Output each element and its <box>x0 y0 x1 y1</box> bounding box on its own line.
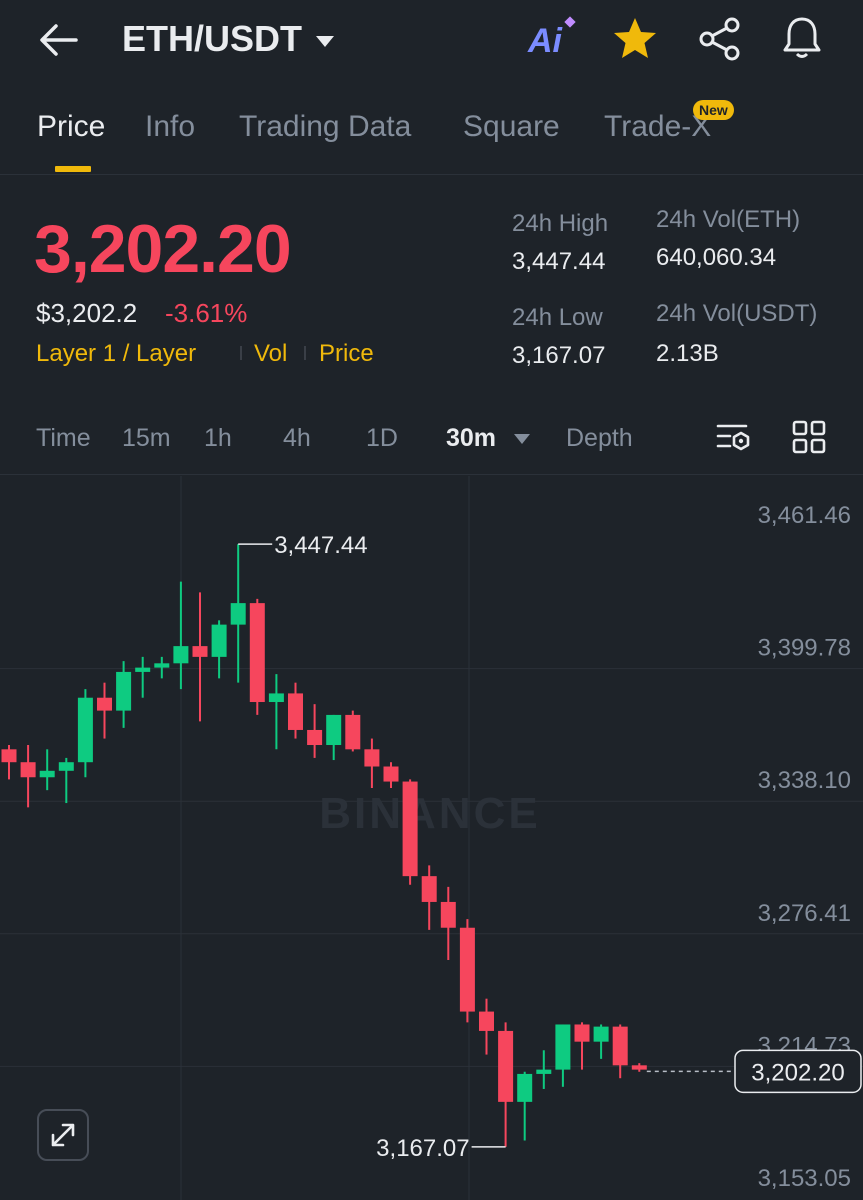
candle-body <box>517 1073 533 1102</box>
last-price-box <box>734 1049 862 1094</box>
candle-body <box>116 671 132 711</box>
layout-grid-icon[interactable] <box>792 420 826 459</box>
low-marker-label: 3,167.07 <box>376 1135 469 1162</box>
candle-body <box>612 1026 628 1066</box>
chevron-down-icon <box>316 35 334 47</box>
tab-price[interactable]: Price <box>37 110 106 143</box>
vol-quote-label: 24h Vol(USDT) <box>656 300 818 327</box>
candle-body <box>58 762 74 771</box>
low-value: 3,167.07 <box>512 342 606 369</box>
candle-body <box>345 714 361 750</box>
tab-bar: Price Info Trading Data Square Trade-X <box>0 100 863 175</box>
y-axis-tick-label: 3,399.78 <box>758 635 851 662</box>
usd-price: $3,202.2 <box>36 298 138 328</box>
candle-body <box>288 693 303 730</box>
expand-icon <box>51 1123 75 1147</box>
price-change-percent: -3.61% <box>165 298 248 328</box>
top-bar: ETH/USDT Ai <box>0 0 863 80</box>
share-icon[interactable] <box>697 16 743 67</box>
candlestick-chart[interactable]: 3,461.463,399.783,338.103,276.413,214.73… <box>0 476 863 1200</box>
tag-price[interactable]: Price <box>319 340 374 367</box>
indicator-settings-icon[interactable] <box>716 420 752 461</box>
timeframe-bar: Time 15m 1h 4h 1D 30m Depth <box>0 404 863 475</box>
tag-category[interactable]: Layer 1 / Layer <box>36 340 197 367</box>
candle-body <box>364 749 380 767</box>
watermark-text: BINANCE <box>319 789 540 838</box>
candle-body <box>536 1069 552 1074</box>
tab-trading-data[interactable]: Trading Data <box>239 110 412 143</box>
y-axis-tick-label: 3,461.46 <box>758 502 851 529</box>
tag-divider <box>240 346 242 360</box>
candle-body <box>211 624 227 657</box>
candle-body <box>20 762 36 778</box>
candle-body <box>249 603 265 703</box>
candle-body <box>479 1011 494 1031</box>
candle-body <box>230 603 246 625</box>
tf-time[interactable]: Time <box>36 424 91 452</box>
tab-square[interactable]: Square <box>463 110 560 143</box>
ai-icon[interactable]: Ai <box>528 22 562 60</box>
active-tab-indicator <box>55 166 91 172</box>
vol-quote-value: 2.13B <box>656 340 719 367</box>
last-price-label: 3,202.20 <box>751 1059 844 1086</box>
vol-base-label: 24h Vol(ETH) <box>656 206 801 233</box>
last-price: 3,202.20 <box>34 211 292 287</box>
pair-selector[interactable]: ETH/USDT <box>122 18 334 60</box>
candle-body <box>421 876 437 902</box>
candle-body <box>173 646 189 664</box>
candle-body <box>383 766 399 782</box>
tag-vol[interactable]: Vol <box>254 340 288 367</box>
candle-body <box>574 1024 590 1042</box>
tab-trade-x[interactable]: Trade-X <box>604 110 712 143</box>
candle-body <box>459 927 475 1012</box>
back-arrow-icon[interactable] <box>38 20 80 60</box>
high-marker-label: 3,447.44 <box>274 532 367 559</box>
candle-body <box>498 1030 514 1102</box>
candle-body <box>1 749 17 763</box>
candle-body <box>555 1024 571 1070</box>
candle-body <box>154 663 170 668</box>
ai-sparkle-icon <box>564 16 576 28</box>
new-badge: New <box>693 100 734 120</box>
tag-divider <box>304 346 306 360</box>
y-axis-tick-label: 3,276.41 <box>758 900 851 927</box>
y-axis-tick-label: 3,338.10 <box>758 767 851 794</box>
candle-body <box>440 901 456 928</box>
bell-icon[interactable] <box>779 14 825 65</box>
high-value: 3,447.44 <box>512 248 606 275</box>
candle-body <box>135 667 151 672</box>
chevron-down-icon <box>514 434 530 444</box>
tf-1h[interactable]: 1h <box>204 424 232 452</box>
tf-30m[interactable]: 30m <box>446 424 497 452</box>
candle-body <box>268 693 284 703</box>
y-axis-tick-label: 3,153.05 <box>758 1165 851 1192</box>
candle-body <box>593 1026 609 1042</box>
tf-4h[interactable]: 4h <box>283 424 311 452</box>
candle-body <box>39 770 55 778</box>
star-icon[interactable] <box>612 16 658 65</box>
candle-body <box>307 729 323 746</box>
tf-1d[interactable]: 1D <box>366 424 398 452</box>
high-label: 24h High <box>512 210 609 237</box>
tf-15m[interactable]: 15m <box>122 424 171 452</box>
candle-body <box>402 781 418 877</box>
tab-info[interactable]: Info <box>145 110 196 143</box>
candle-body <box>77 697 93 763</box>
low-label: 24h Low <box>512 304 603 331</box>
tf-depth[interactable]: Depth <box>566 424 633 452</box>
candle-body <box>631 1065 647 1070</box>
candle-body <box>192 646 208 657</box>
vol-base-value: 640,060.34 <box>656 244 777 271</box>
pair-label: ETH/USDT <box>122 18 302 59</box>
candle-body <box>326 714 342 746</box>
expand-chart-button[interactable] <box>37 1109 89 1161</box>
candle-body <box>97 697 112 711</box>
